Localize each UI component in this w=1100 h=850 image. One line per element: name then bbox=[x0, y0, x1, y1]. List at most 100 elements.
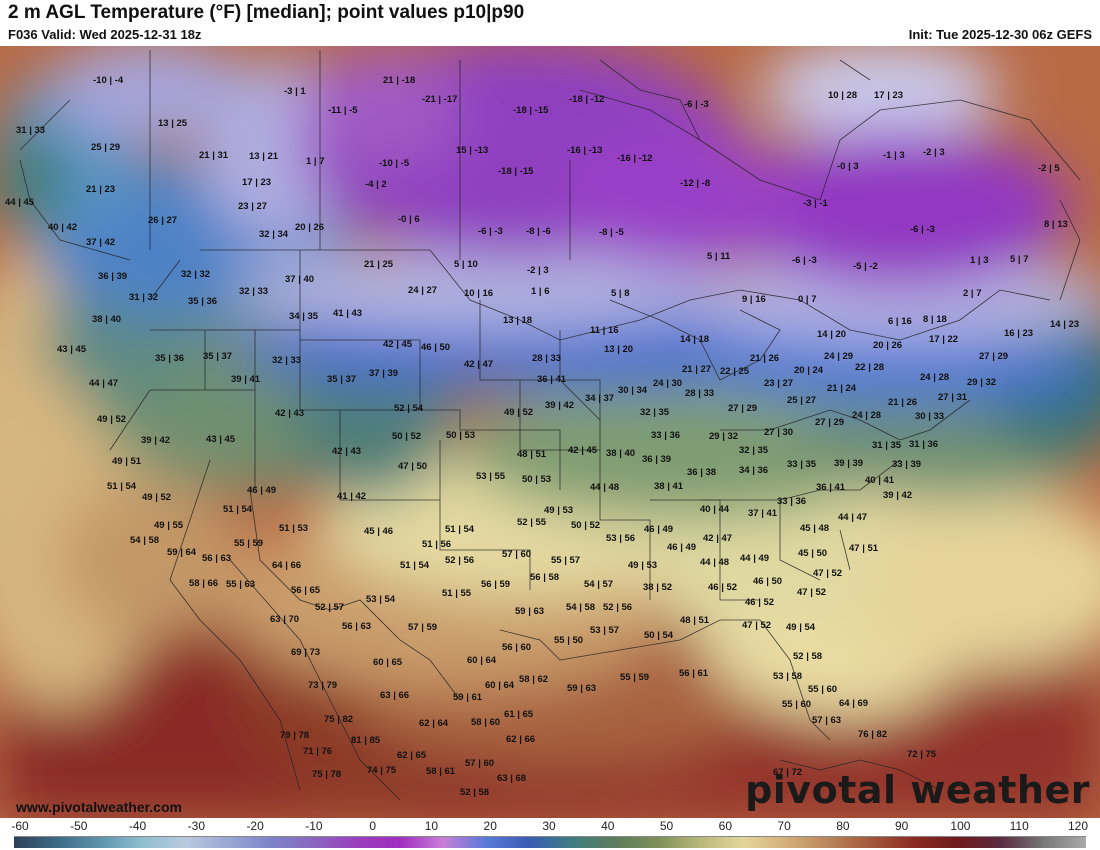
point-value: 52 | 58 bbox=[793, 651, 823, 662]
point-value: 17 | 23 bbox=[242, 177, 272, 188]
point-value: 21 | 25 bbox=[364, 259, 394, 270]
point-value: 35 | 37 bbox=[327, 374, 357, 385]
point-value: 32 | 33 bbox=[272, 355, 302, 366]
point-value: 13 | 25 bbox=[158, 118, 188, 129]
point-value: 49 | 52 bbox=[142, 492, 172, 503]
map-title: 2 m AGL Temperature (°F) [median]; point… bbox=[8, 2, 525, 23]
point-value: 47 | 52 bbox=[813, 568, 843, 579]
point-value: 10 | 16 bbox=[464, 288, 494, 299]
point-value: 55 | 57 bbox=[551, 555, 581, 566]
valid-time: F036 Valid: Wed 2025-12-31 18z bbox=[8, 27, 202, 42]
point-value: 56 | 61 bbox=[679, 668, 709, 679]
scale-tick-label: 40 bbox=[601, 819, 615, 833]
point-value: -3 | -1 bbox=[803, 198, 828, 209]
point-value: 51 | 55 bbox=[442, 588, 472, 599]
point-value: 31 | 33 bbox=[16, 125, 46, 136]
point-value: 24 | 29 bbox=[824, 351, 854, 362]
point-value: 46 | 50 bbox=[421, 342, 451, 353]
point-value: 57 | 63 bbox=[812, 715, 842, 726]
point-value: 32 | 34 bbox=[259, 229, 289, 240]
point-value: 45 | 46 bbox=[364, 526, 394, 537]
point-value: 21 | 24 bbox=[827, 383, 857, 394]
point-value: 32 | 32 bbox=[181, 269, 211, 280]
point-value: 47 | 52 bbox=[742, 620, 772, 631]
point-value: 37 | 39 bbox=[369, 368, 399, 379]
point-value: 52 | 55 bbox=[517, 517, 547, 528]
point-value: -10 | -4 bbox=[93, 75, 124, 86]
website-label[interactable]: www.pivotalweather.com bbox=[16, 799, 182, 815]
point-value: 39 | 42 bbox=[141, 435, 171, 446]
point-value: -16 | -13 bbox=[567, 145, 603, 156]
point-value: -4 | 2 bbox=[365, 179, 387, 190]
point-value: 44 | 45 bbox=[5, 197, 35, 208]
point-value: 13 | 21 bbox=[249, 151, 279, 162]
scale-tick-label: -10 bbox=[305, 819, 323, 833]
point-value: -18 | -15 bbox=[513, 105, 549, 116]
point-value: 46 | 49 bbox=[667, 542, 697, 553]
point-value: 34 | 36 bbox=[739, 465, 769, 476]
point-value: 60 | 65 bbox=[373, 657, 403, 668]
point-value: 42 | 45 bbox=[383, 339, 413, 350]
point-value: -16 | -12 bbox=[617, 153, 653, 164]
point-value: 16 | 23 bbox=[1004, 328, 1034, 339]
point-value: 50 | 53 bbox=[446, 430, 476, 441]
point-value: -6 | -3 bbox=[792, 255, 817, 266]
point-value: -6 | -3 bbox=[478, 226, 503, 237]
point-value: 31 | 32 bbox=[129, 292, 159, 303]
scale-tick-label: -60 bbox=[11, 819, 29, 833]
point-value: 57 | 60 bbox=[465, 758, 495, 769]
point-value: 52 | 56 bbox=[603, 602, 633, 613]
point-value: 38 | 52 bbox=[643, 582, 673, 593]
point-value: -8 | -6 bbox=[526, 226, 551, 237]
point-value: 35 | 36 bbox=[155, 353, 185, 364]
point-value: 8 | 13 bbox=[1044, 219, 1068, 230]
point-value: 62 | 64 bbox=[419, 718, 449, 729]
point-value: 57 | 60 bbox=[502, 549, 532, 560]
point-value: 55 | 50 bbox=[554, 635, 584, 646]
point-value: 54 | 58 bbox=[130, 535, 160, 546]
point-value: 43 | 45 bbox=[57, 344, 87, 355]
point-value: 59 | 61 bbox=[453, 692, 483, 703]
point-value: 49 | 52 bbox=[504, 407, 534, 418]
point-value: 36 | 38 bbox=[687, 467, 717, 478]
point-value: 47 | 52 bbox=[797, 587, 827, 598]
point-value: 36 | 41 bbox=[816, 482, 846, 493]
point-value: 21 | 23 bbox=[86, 184, 116, 195]
point-value: 38 | 40 bbox=[92, 314, 122, 325]
point-value: -3 | 1 bbox=[284, 86, 306, 97]
point-value: 52 | 56 bbox=[445, 555, 475, 566]
point-value: -0 | 3 bbox=[837, 161, 859, 172]
point-value: 48 | 51 bbox=[680, 615, 710, 626]
point-value: 56 | 63 bbox=[342, 621, 372, 632]
point-value: 24 | 28 bbox=[920, 372, 950, 383]
point-value: 27 | 31 bbox=[938, 392, 968, 403]
point-value: 28 | 33 bbox=[532, 353, 562, 364]
point-value: 35 | 37 bbox=[203, 351, 233, 362]
point-value: 21 | 26 bbox=[750, 353, 780, 364]
point-value: 21 | -18 bbox=[383, 75, 416, 86]
temperature-map[interactable]: -10 | -4 -3 | 1 21 | -18 -21 | -17 -11 | -5 -… bbox=[0, 46, 1100, 818]
point-value: 40 | 42 bbox=[48, 222, 78, 233]
point-value: 59 | 63 bbox=[515, 606, 545, 617]
point-value: 43 | 45 bbox=[206, 434, 236, 445]
point-value: 13 | 20 bbox=[604, 344, 634, 355]
point-value: 46 | 52 bbox=[745, 597, 775, 608]
point-value: -11 | -5 bbox=[328, 105, 358, 116]
point-value: 42 | 47 bbox=[464, 359, 494, 370]
point-value: 8 | 18 bbox=[923, 314, 947, 325]
point-value: 30 | 33 bbox=[915, 411, 945, 422]
point-value: 49 | 55 bbox=[154, 520, 184, 531]
point-value: 5 | 8 bbox=[611, 288, 630, 299]
point-value: 62 | 66 bbox=[506, 734, 536, 745]
point-value: 23 | 27 bbox=[764, 378, 794, 389]
point-value: 75 | 82 bbox=[324, 714, 354, 725]
point-value: 56 | 60 bbox=[502, 642, 532, 653]
scale-tick-label: -40 bbox=[128, 819, 147, 833]
point-value: 39 | 42 bbox=[883, 490, 913, 501]
point-value: 1 | 6 bbox=[531, 286, 550, 297]
point-value: 29 | 32 bbox=[967, 377, 997, 388]
point-value: 63 | 66 bbox=[380, 690, 410, 701]
point-value: 58 | 62 bbox=[519, 674, 549, 685]
point-value: 53 | 57 bbox=[590, 625, 620, 636]
point-value: 27 | 30 bbox=[764, 427, 794, 438]
